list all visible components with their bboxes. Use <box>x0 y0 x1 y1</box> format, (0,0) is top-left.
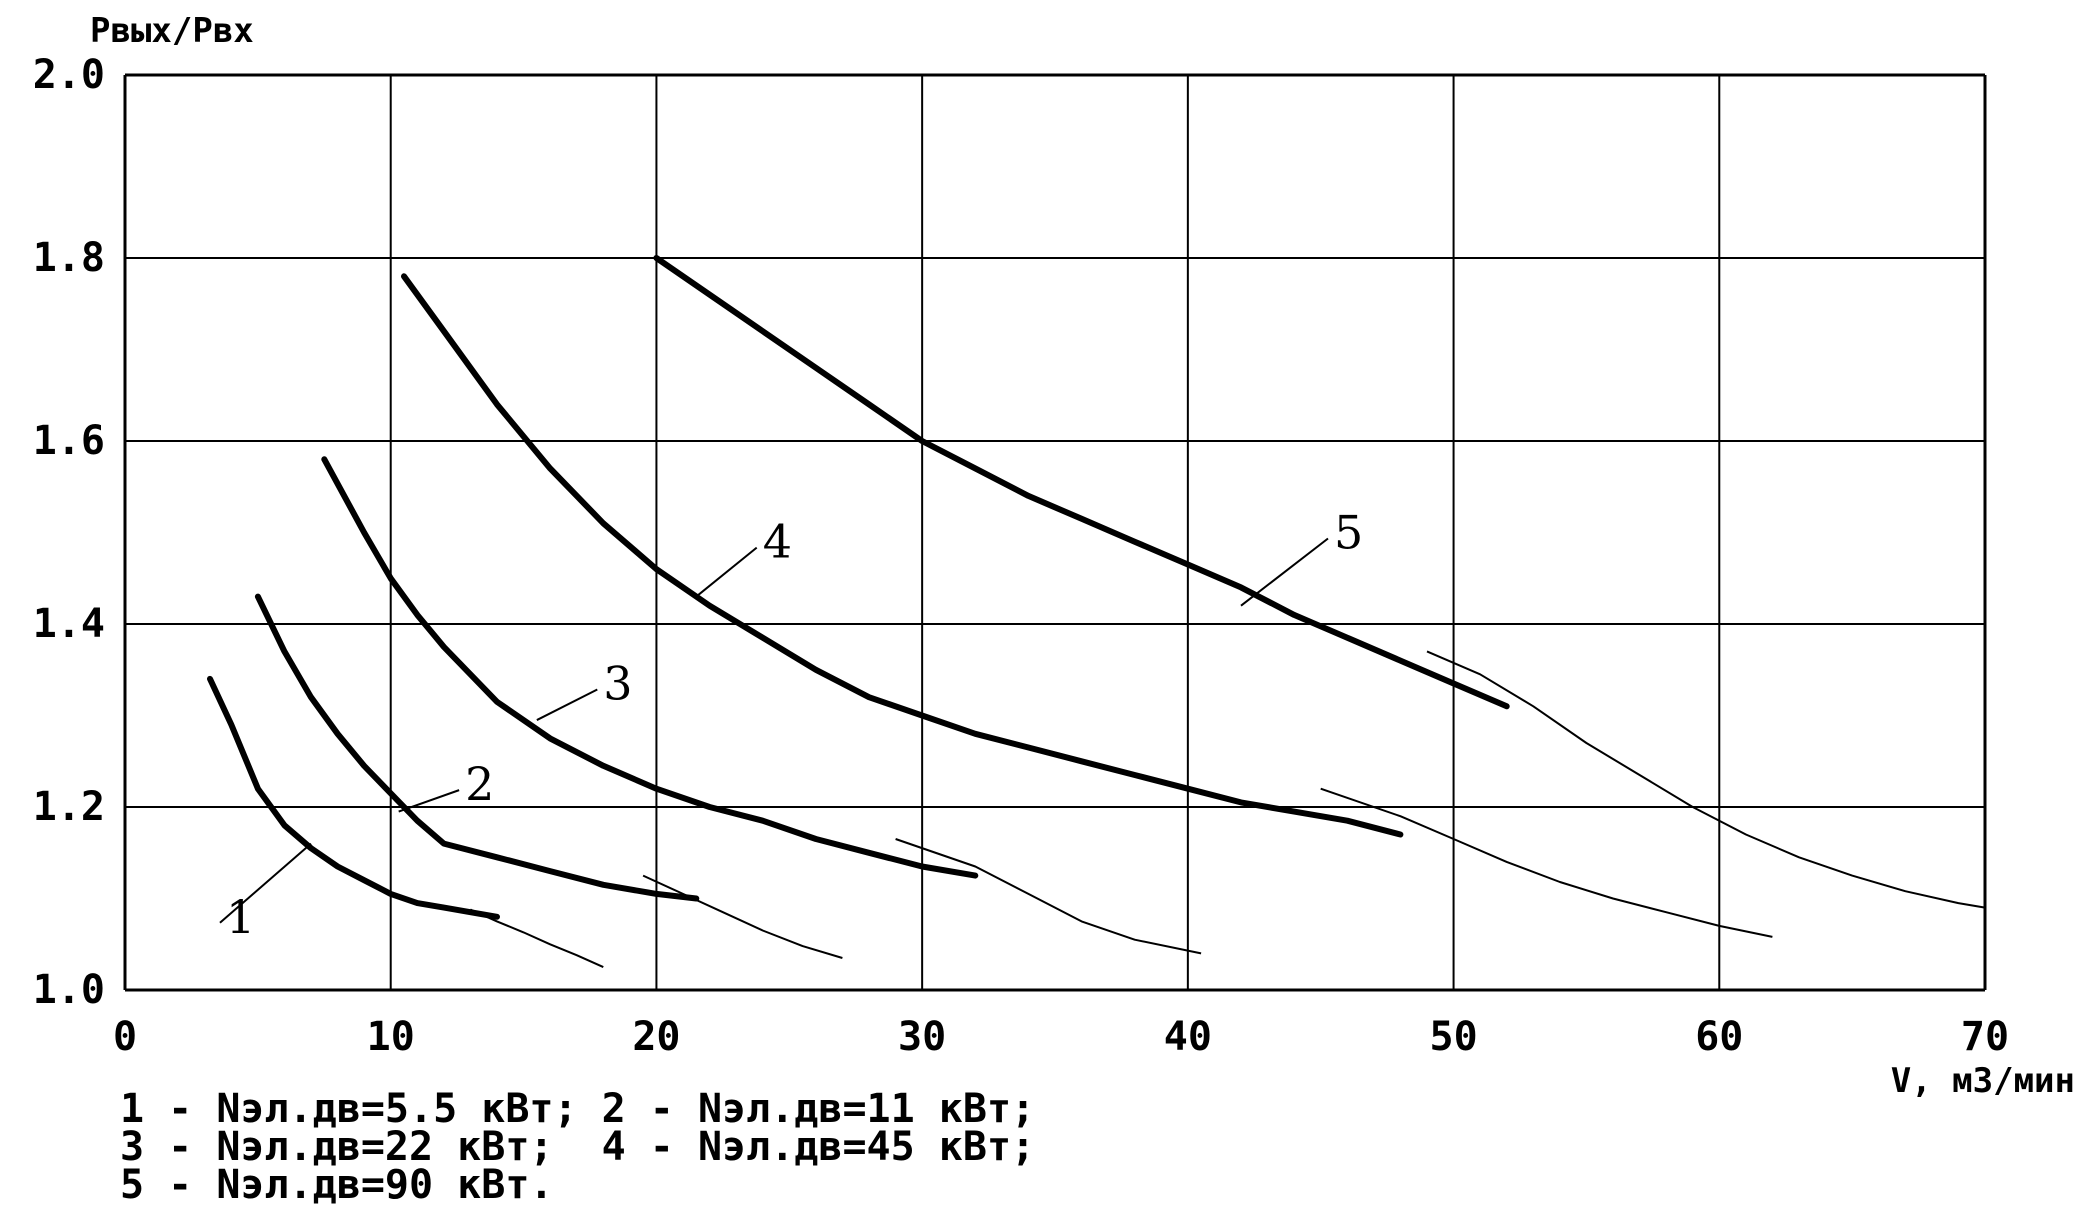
y-tick-labels: 1.0 1.2 1.4 1.6 1.8 2.0 <box>33 52 105 1013</box>
legend-line-2: 3 - Nэл.дв=22 кВт; 4 - Nэл.дв=45 кВт; <box>120 1124 1035 1170</box>
series-1-extension <box>469 908 604 969</box>
x-tick-label: 70 <box>1961 1014 2009 1060</box>
series-4-line <box>401 273 1404 838</box>
grid <box>123 73 1987 992</box>
series-3-line <box>321 456 979 879</box>
series-5-line <box>653 255 1510 710</box>
series-labels: 1 2 3 4 5 <box>219 506 1363 944</box>
y-tick-label: 1.4 <box>33 601 105 647</box>
x-tick-label: 40 <box>1164 1014 1212 1060</box>
y-tick-label: 1.8 <box>33 235 105 281</box>
y-tick-label: 2.0 <box>33 52 105 98</box>
series-3-label: 3 <box>603 656 632 710</box>
series-4-pointer <box>695 546 758 598</box>
series-1-label: 1 <box>226 890 255 944</box>
series-extensions <box>469 650 1986 969</box>
series-4-label: 4 <box>763 515 792 569</box>
series-5-pointer <box>1240 537 1329 607</box>
x-tick-label: 0 <box>113 1014 137 1060</box>
series-4-extension <box>1320 787 1773 938</box>
series-2-extension <box>642 874 843 959</box>
y-tick-label: 1.6 <box>33 418 105 464</box>
series-5-extension <box>1426 650 1986 909</box>
series-3-extension <box>895 838 1202 955</box>
x-tick-labels: 0 10 20 30 40 50 60 70 <box>113 1014 2009 1060</box>
x-tick-label: 20 <box>632 1014 680 1060</box>
x-tick-label: 50 <box>1429 1014 1477 1060</box>
series-lines <box>207 255 1510 920</box>
y-tick-label: 1.2 <box>33 784 105 830</box>
series-2-pointer <box>398 789 460 813</box>
x-tick-label: 30 <box>898 1014 946 1060</box>
x-axis-title: V, м3/мин <box>1891 1061 2075 1101</box>
series-1-pointer <box>219 842 312 924</box>
legend-line-1: 1 - Nэл.дв=5.5 кВт; 2 - Nэл.дв=11 кВт; <box>120 1086 1035 1132</box>
y-axis-title: Pвых/Pвх <box>90 11 254 51</box>
series-1-line <box>207 675 500 920</box>
series-2-label: 2 <box>465 757 494 811</box>
series-5-label: 5 <box>1334 506 1363 560</box>
x-tick-label: 60 <box>1695 1014 1743 1060</box>
legend-line-3: 5 - Nэл.дв=90 кВт. <box>120 1162 553 1208</box>
series-3-pointer <box>536 688 598 721</box>
x-tick-label: 10 <box>367 1014 415 1060</box>
series-2-line <box>254 593 700 902</box>
y-tick-label: 1.0 <box>33 967 105 1013</box>
